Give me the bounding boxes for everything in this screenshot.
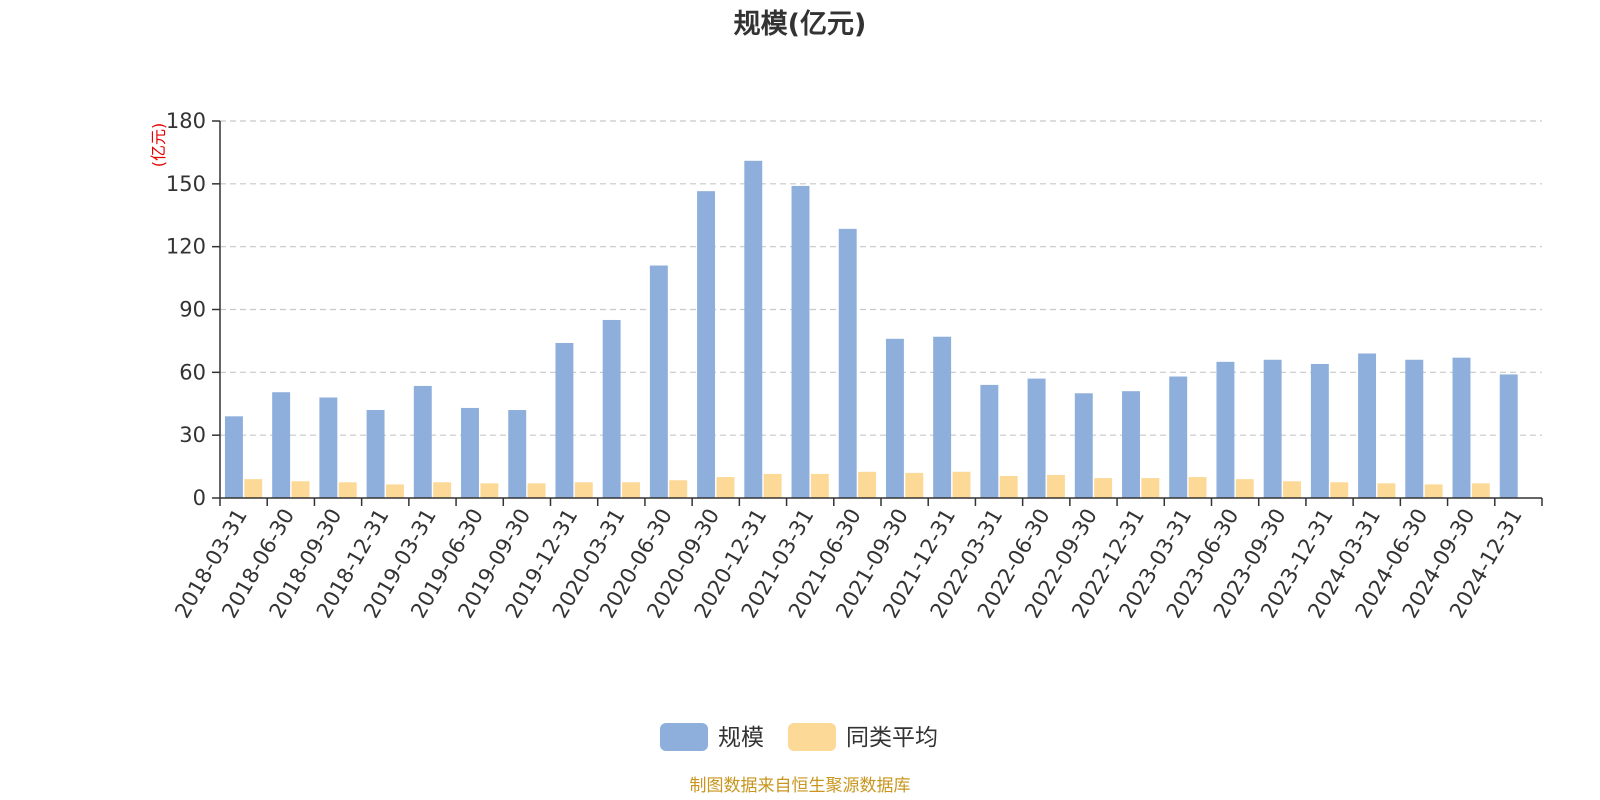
bar-guimo: [319, 397, 338, 498]
bar-guimo: [1405, 359, 1424, 498]
y-axis-unit-label: (亿元): [149, 123, 168, 168]
bar-tonglei-pingjun: [1094, 478, 1113, 498]
bar-guimo: [1452, 357, 1471, 498]
y-tick-label: 120: [166, 235, 206, 259]
legend-label: 规模: [718, 725, 764, 751]
bar-tonglei-pingjun: [716, 477, 735, 498]
bar-guimo: [1074, 393, 1093, 498]
bar-tonglei-pingjun: [669, 480, 688, 498]
legend-swatch: [788, 723, 836, 751]
bar-guimo: [224, 416, 243, 498]
bar-tonglei-pingjun: [1283, 481, 1301, 498]
bar-guimo: [1027, 378, 1046, 498]
y-tick-label: 0: [193, 486, 206, 510]
bar-guimo: [744, 160, 763, 499]
bar-guimo: [508, 410, 527, 498]
bar-tonglei-pingjun: [763, 473, 782, 498]
bar-guimo: [649, 265, 668, 498]
bar-tonglei-pingjun: [905, 472, 924, 498]
legend-label: 同类平均: [846, 725, 938, 751]
bar-tonglei-pingjun: [1046, 474, 1065, 498]
source-note: 制图数据来自恒生聚源数据库: [690, 776, 911, 796]
legend-item-0[interactable]: 规模: [660, 723, 764, 751]
bar-tonglei-pingjun: [1141, 478, 1160, 498]
bar-tonglei-pingjun: [574, 482, 593, 498]
legend-swatch: [660, 723, 708, 751]
bar-guimo: [933, 336, 952, 498]
bar-tonglei-pingjun: [1188, 477, 1207, 498]
bar-tonglei-pingjun: [244, 479, 263, 498]
bar-guimo: [885, 338, 904, 498]
bar-tonglei-pingjun: [527, 483, 546, 498]
bar-tonglei-pingjun: [858, 471, 877, 498]
bar-guimo: [1122, 391, 1140, 498]
legend-item-1[interactable]: 同类平均: [788, 723, 938, 751]
bar-guimo: [1499, 374, 1518, 498]
bar-guimo: [413, 385, 432, 498]
bar-tonglei-pingjun: [1471, 483, 1490, 498]
bar-tonglei-pingjun: [1330, 482, 1349, 498]
bar-guimo: [1358, 353, 1377, 498]
bar-guimo: [1216, 361, 1235, 498]
bar-tonglei-pingjun: [480, 483, 499, 498]
y-tick-label: 150: [166, 172, 206, 196]
bar-tonglei-pingjun: [622, 482, 640, 498]
y-tick-label: 30: [179, 423, 206, 447]
bar-guimo: [461, 407, 479, 498]
bar-tonglei-pingjun: [999, 476, 1018, 498]
y-tick-label: 180: [166, 109, 206, 133]
bars: [224, 160, 1518, 499]
bar-tonglei-pingjun: [385, 484, 404, 498]
bar-tonglei-pingjun: [1424, 484, 1443, 498]
bar-tonglei-pingjun: [1235, 479, 1254, 498]
bar-guimo: [366, 410, 385, 498]
x-tick-labels: 2018-03-312018-06-302018-09-302018-12-31…: [170, 505, 1527, 623]
axes: [212, 120, 1543, 506]
chart-title: 规模(亿元): [734, 9, 867, 40]
y-tick-label: 60: [179, 360, 206, 384]
bar-guimo: [791, 185, 810, 498]
bar-guimo: [272, 392, 291, 498]
bar-guimo: [1263, 359, 1282, 498]
bar-tonglei-pingjun: [1377, 483, 1396, 498]
y-tick-labels: 0 30 60 90 120 150 180: [166, 109, 206, 510]
bar-guimo: [1310, 363, 1329, 498]
bar-guimo: [697, 191, 716, 498]
y-tick-label: 90: [179, 298, 206, 322]
bar-guimo: [1169, 376, 1188, 498]
bar-guimo: [602, 319, 621, 498]
bar-tonglei-pingjun: [810, 473, 829, 498]
bar-tonglei-pingjun: [338, 482, 357, 498]
bar-guimo: [838, 228, 857, 499]
bar-guimo: [555, 343, 574, 498]
bar-guimo: [980, 384, 999, 498]
legend[interactable]: 规模 同类平均: [660, 723, 938, 751]
bar-tonglei-pingjun: [952, 471, 971, 498]
bar-tonglei-pingjun: [291, 481, 310, 498]
bar-tonglei-pingjun: [433, 482, 452, 498]
